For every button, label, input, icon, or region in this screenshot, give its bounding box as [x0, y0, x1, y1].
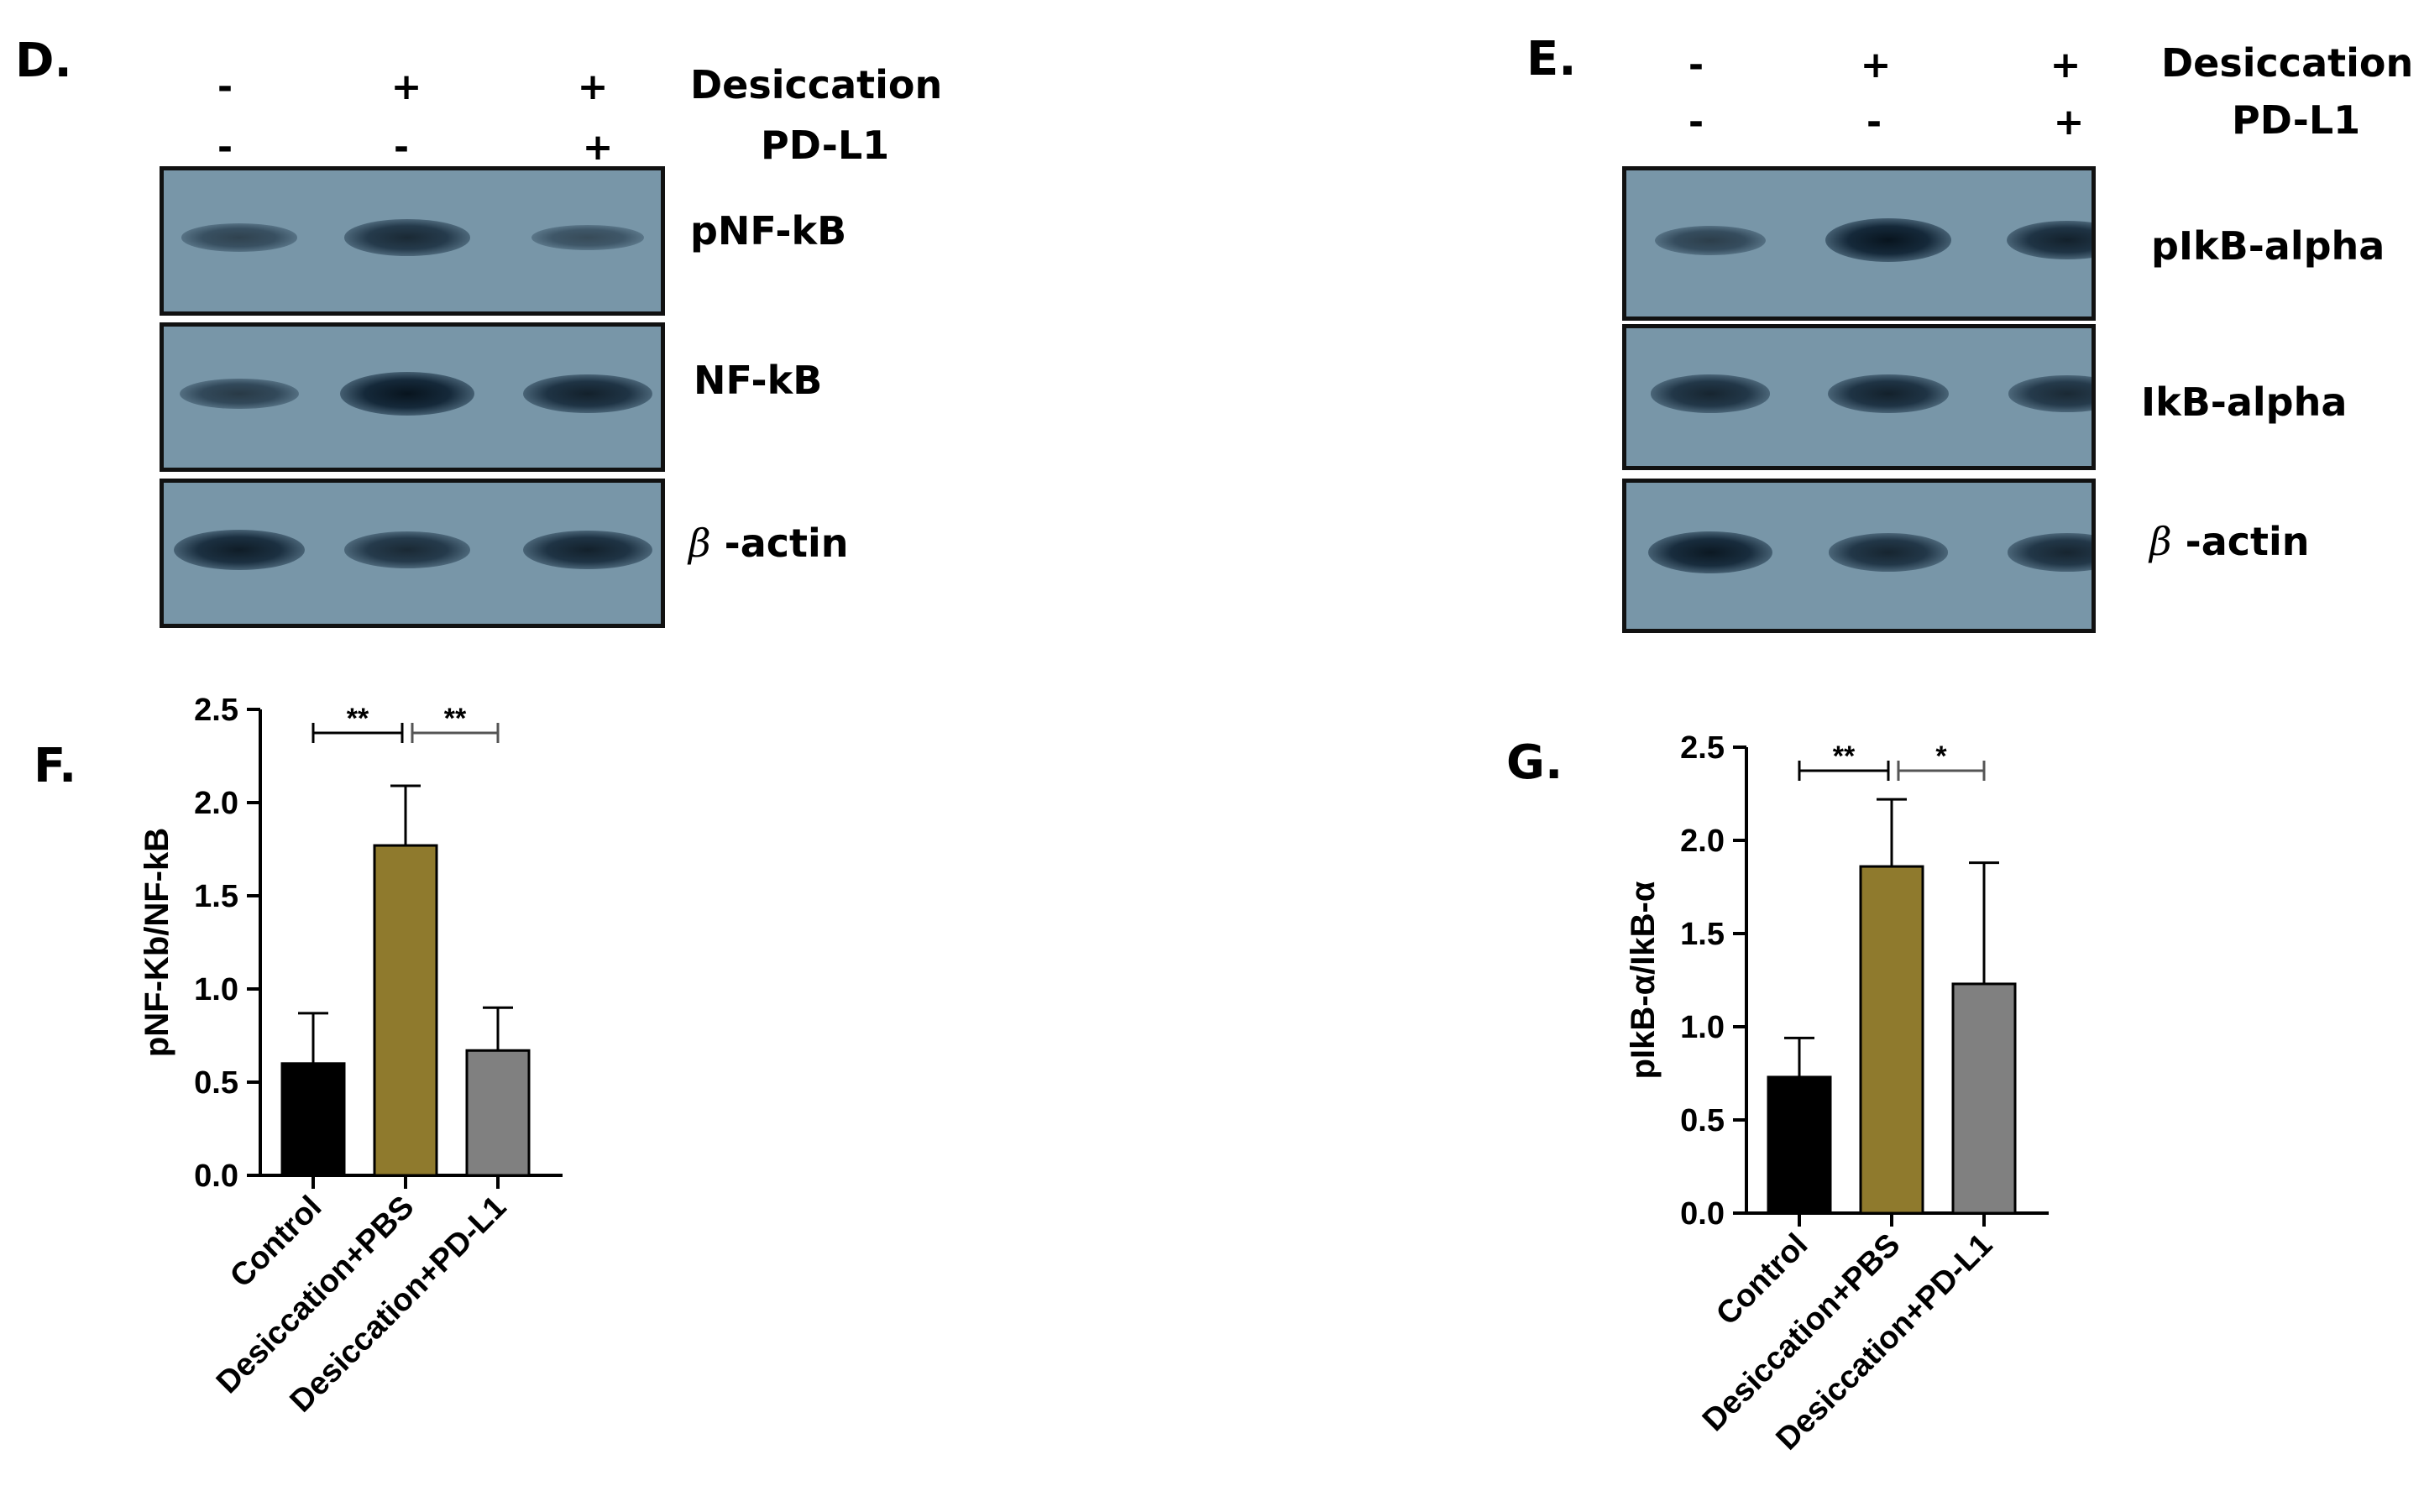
- y-tick-label: 0.5: [1680, 1103, 1725, 1138]
- e-pdl1-sign-2: -: [1866, 101, 1882, 144]
- d-desiccation-sign-2: +: [390, 65, 422, 108]
- e-label-actin-greek: β: [2149, 519, 2172, 564]
- blot-band: [1827, 374, 1950, 414]
- y-tick-label: 2.5: [194, 693, 238, 728]
- d-blot-pnfkb: [160, 166, 665, 316]
- y-tick-label: 1.0: [1680, 1010, 1725, 1045]
- blot-band: [2006, 220, 2092, 260]
- d-pdl1-sign-3: +: [582, 126, 614, 169]
- chart-g: 0.00.51.01.52.02.5pIkB-α/IkB-αControlDes…: [1625, 730, 2049, 1457]
- significance-label: **: [444, 703, 467, 735]
- blot-band: [1650, 374, 1771, 413]
- y-tick-label: 1.0: [194, 972, 238, 1007]
- e-blot-ikb: [1622, 324, 2096, 470]
- blot-band: [180, 378, 299, 410]
- d-blot-nfkb: [160, 322, 665, 472]
- blot-band: [174, 529, 305, 571]
- blot-band: [2007, 533, 2092, 572]
- d-label-actin-text: -actin: [724, 521, 849, 566]
- chart-f: 0.00.51.01.52.02.5pNF-Kb/NF-kBControlDes…: [139, 693, 563, 1420]
- y-tick-label: 2.5: [1680, 730, 1725, 766]
- bar: [1951, 982, 2017, 1215]
- panel-e-letter: E.: [1526, 32, 1577, 86]
- e-blot-actin: [1622, 479, 2096, 633]
- blot-band: [2008, 375, 2092, 412]
- d-blot-actin: [160, 479, 665, 628]
- e-pdl1-label: PD-L1: [2232, 97, 2361, 143]
- e-pdl1-sign-1: -: [1688, 101, 1704, 144]
- panel-g-letter: G.: [1506, 735, 1563, 790]
- bar: [1859, 865, 1924, 1215]
- d-label-actin-greek: β: [688, 521, 711, 566]
- e-desiccation-label: Desiccation: [2161, 40, 2414, 86]
- e-desiccation-sign-3: +: [2050, 44, 2081, 86]
- blot-band: [340, 372, 474, 416]
- blot-band: [1825, 218, 1951, 262]
- y-axis-label: pIkB-α/IkB-α: [1625, 881, 1662, 1079]
- d-label-nfkb: NF-kB: [694, 358, 823, 403]
- d-pdl1-sign-2: -: [393, 126, 410, 169]
- blot-band: [344, 531, 470, 568]
- d-label-actin: β -actin: [688, 521, 849, 566]
- d-desiccation-sign-3: +: [577, 65, 609, 108]
- e-label-ikb: IkB-alpha: [2141, 379, 2348, 425]
- e-label-pikb: pIkB-alpha: [2151, 223, 2385, 269]
- d-label-pnfkb: pNF-kB: [690, 208, 847, 254]
- d-pdl1-label: PD-L1: [761, 123, 890, 168]
- panel-f-letter: F.: [34, 739, 77, 793]
- y-tick-label: 2.0: [194, 786, 238, 821]
- bar: [465, 1049, 531, 1177]
- y-tick-label: 0.5: [194, 1065, 238, 1101]
- y-tick-label: 2.0: [1680, 824, 1725, 859]
- bar: [280, 1062, 346, 1177]
- blot-band: [1655, 225, 1766, 255]
- d-pdl1-sign-1: -: [217, 126, 233, 169]
- e-label-actin: β -actin: [2149, 519, 2310, 564]
- y-tick-label: 1.5: [194, 879, 238, 914]
- e-blot-pikb: [1622, 166, 2096, 321]
- d-desiccation-sign-1: -: [217, 65, 233, 108]
- y-axis-label: pNF-Kb/NF-kB: [139, 828, 175, 1057]
- e-pdl1-sign-3: +: [2053, 101, 2085, 144]
- blot-band: [523, 530, 652, 570]
- e-desiccation-sign-1: -: [1688, 44, 1704, 86]
- bar: [1767, 1075, 1832, 1215]
- significance-label: **: [347, 703, 369, 735]
- y-tick-label: 1.5: [1680, 917, 1725, 952]
- blot-band: [531, 225, 644, 250]
- e-desiccation-sign-2: +: [1860, 44, 1892, 86]
- blot-band: [1647, 531, 1773, 574]
- blot-band: [344, 219, 470, 256]
- bar: [373, 844, 438, 1177]
- y-tick-label: 0.0: [194, 1159, 238, 1194]
- significance-label: *: [1935, 740, 1947, 772]
- d-desiccation-label: Desiccation: [690, 62, 943, 107]
- significance-label: **: [1833, 740, 1856, 772]
- panel-d-letter: D.: [15, 34, 72, 88]
- blot-band: [181, 223, 297, 252]
- blot-band: [523, 374, 652, 414]
- y-tick-label: 0.0: [1680, 1196, 1725, 1232]
- blot-band: [1828, 533, 1949, 572]
- e-label-actin-text: -actin: [2185, 519, 2310, 564]
